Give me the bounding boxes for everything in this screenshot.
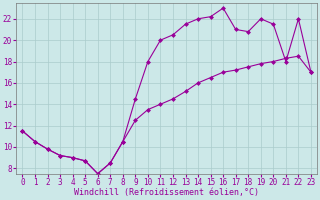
X-axis label: Windchill (Refroidissement éolien,°C): Windchill (Refroidissement éolien,°C): [74, 188, 259, 197]
